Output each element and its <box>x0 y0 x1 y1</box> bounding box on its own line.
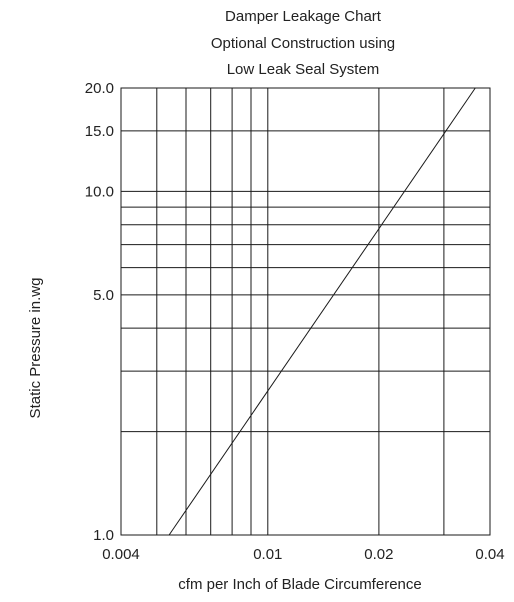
y-tick-label: 10.0 <box>85 183 114 200</box>
series <box>168 87 476 536</box>
y-tick-labels: 1.0 5.0 10.0 15.0 20.0 <box>85 80 114 544</box>
chart-title-line-2: Optional Construction using <box>211 35 395 52</box>
chart-title-line-1: Damper Leakage Chart <box>225 8 382 25</box>
leakage-series-line <box>168 87 476 536</box>
chart-title: Damper Leakage Chart Optional Constructi… <box>211 8 395 78</box>
y-tick-label: 1.0 <box>93 527 114 544</box>
x-tick-label: 0.004 <box>102 546 140 563</box>
x-tick-label: 0.04 <box>475 546 504 563</box>
grid <box>121 88 490 535</box>
x-tick-label: 0.01 <box>253 546 282 563</box>
chart-title-line-3: Low Leak Seal System <box>227 61 380 78</box>
plot-frame <box>120 87 491 536</box>
x-tick-labels: 0.004 0.01 0.02 0.04 <box>102 546 504 563</box>
y-axis-label: Static Pressure in.wg <box>27 278 44 419</box>
x-tick-label: 0.02 <box>364 546 393 563</box>
y-tick-label: 5.0 <box>93 287 114 304</box>
y-tick-label: 20.0 <box>85 80 114 97</box>
x-axis-label: cfm per Inch of Blade Circumference <box>178 576 421 593</box>
y-tick-label: 15.0 <box>85 123 114 140</box>
